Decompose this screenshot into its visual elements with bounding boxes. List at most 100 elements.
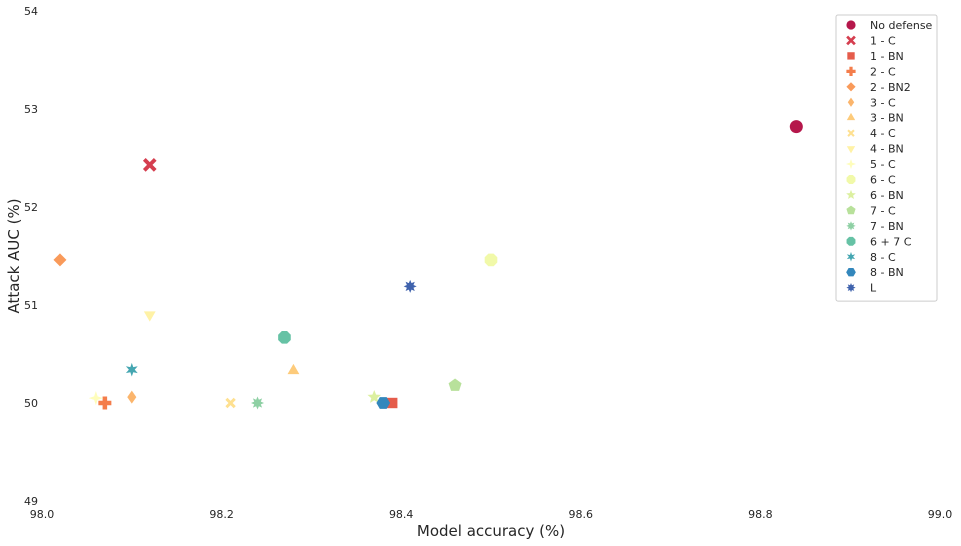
legend-marker-shape [846, 112, 856, 121]
legend-label: L [870, 282, 877, 295]
x-tick-label: 98.8 [748, 508, 773, 521]
x-tick-label: 98.0 [30, 508, 55, 521]
legend-marker [846, 146, 856, 154]
data-point [403, 279, 417, 293]
data-point [287, 363, 300, 375]
data-point [278, 331, 291, 344]
legend-label: 8 - BN [870, 266, 904, 279]
legend-marker-shape [847, 97, 855, 107]
legend-marker-shape [846, 35, 856, 46]
legend-marker-shape [846, 175, 856, 184]
legend-label: 6 + 7 C [870, 235, 912, 248]
legend-marker-shape [847, 129, 855, 137]
x-tick-label: 98.2 [209, 508, 234, 521]
legend-label: 3 - BN [870, 112, 904, 125]
data-point-shape [376, 397, 391, 409]
legend-marker [847, 52, 855, 60]
data-point [367, 389, 382, 403]
legend-label: 4 - BN [870, 143, 904, 156]
y-axis-ticks: 49 50 51 52 53 54 [24, 5, 38, 508]
legend-label: No defense [870, 19, 933, 32]
legend-marker [846, 175, 856, 184]
legend-marker [847, 97, 855, 107]
data-point-shape [88, 390, 104, 406]
legend-label: 7 - BN [870, 220, 904, 233]
x-axis-label: Model accuracy (%) [417, 522, 565, 540]
legend-marker-shape [846, 283, 856, 293]
data-point [251, 396, 265, 410]
legend-marker [846, 66, 856, 76]
data-point [98, 396, 112, 410]
x-tick-label: 99.0 [928, 508, 953, 521]
legend-label: 1 - BN [870, 50, 904, 63]
data-point [142, 158, 157, 172]
x-axis-ticks: 98.0 98.2 98.4 98.6 98.8 99.0 [30, 508, 953, 521]
legend-label: 1 - C [870, 34, 896, 47]
data-point [789, 120, 803, 134]
legend-label: 2 - C [870, 65, 896, 78]
legend-frame [835, 14, 938, 302]
legend-marker-shape [846, 189, 856, 200]
data-point-shape [127, 390, 137, 404]
data-point-shape [403, 279, 417, 293]
legend-marker [847, 129, 855, 137]
data-point [125, 362, 138, 377]
legend-marker-shape [846, 236, 856, 246]
data-point-shape [53, 253, 67, 267]
data-point [387, 397, 398, 409]
legend-marker-shape [846, 20, 856, 30]
data-point-shape [251, 396, 265, 410]
data-point [143, 311, 156, 322]
y-tick-label: 52 [24, 201, 38, 214]
legend-label: 3 - C [870, 96, 896, 109]
legend-marker-shape [846, 205, 856, 215]
y-axis-label: Attack AUC (%) [5, 198, 23, 313]
y-tick-label: 49 [24, 495, 38, 508]
legend-marker [846, 283, 856, 293]
legend-marker [846, 82, 856, 92]
legend-marker [846, 20, 856, 30]
legend-marker-shape [846, 66, 856, 76]
data-point-shape [287, 363, 300, 375]
data-point [88, 390, 104, 406]
data-point [448, 378, 462, 391]
data-point-shape [387, 397, 398, 409]
y-tick-label: 53 [24, 103, 38, 116]
data-point-shape [484, 253, 498, 267]
y-tick-label: 50 [24, 397, 38, 410]
data-point [225, 397, 236, 409]
legend-marker-shape [846, 251, 856, 262]
y-tick-label: 54 [24, 5, 38, 18]
legend-marker [846, 236, 856, 246]
data-point-shape [225, 397, 236, 409]
legend-label: 7 - C [870, 204, 896, 217]
legend-marker [845, 158, 857, 170]
legend-marker-shape [845, 158, 857, 170]
legend-label: 2 - BN2 [870, 81, 911, 94]
data-point [484, 253, 498, 267]
legend-marker [846, 268, 856, 277]
legend-marker [846, 221, 856, 231]
data-point [376, 397, 391, 409]
data-point-shape [367, 389, 382, 403]
legend-marker-shape [846, 146, 856, 154]
legend-label: 4 - C [870, 127, 896, 140]
legend-marker-shape [846, 268, 856, 277]
y-tick-label: 51 [24, 299, 38, 312]
legend-label: 6 - BN [870, 189, 904, 202]
data-point-shape [448, 378, 462, 391]
legend-marker-shape [846, 221, 856, 231]
data-points [53, 120, 803, 410]
x-tick-label: 98.4 [389, 508, 414, 521]
legend-marker [846, 112, 856, 121]
legend-marker [846, 35, 856, 46]
legend-marker-shape [847, 52, 855, 60]
data-point-shape [125, 362, 138, 377]
legend-label: 8 - C [870, 251, 896, 264]
data-point-shape [278, 331, 291, 344]
data-point-shape [98, 396, 112, 410]
legend-marker [846, 189, 856, 200]
legend-marker [846, 251, 856, 262]
data-point-shape [143, 311, 156, 322]
